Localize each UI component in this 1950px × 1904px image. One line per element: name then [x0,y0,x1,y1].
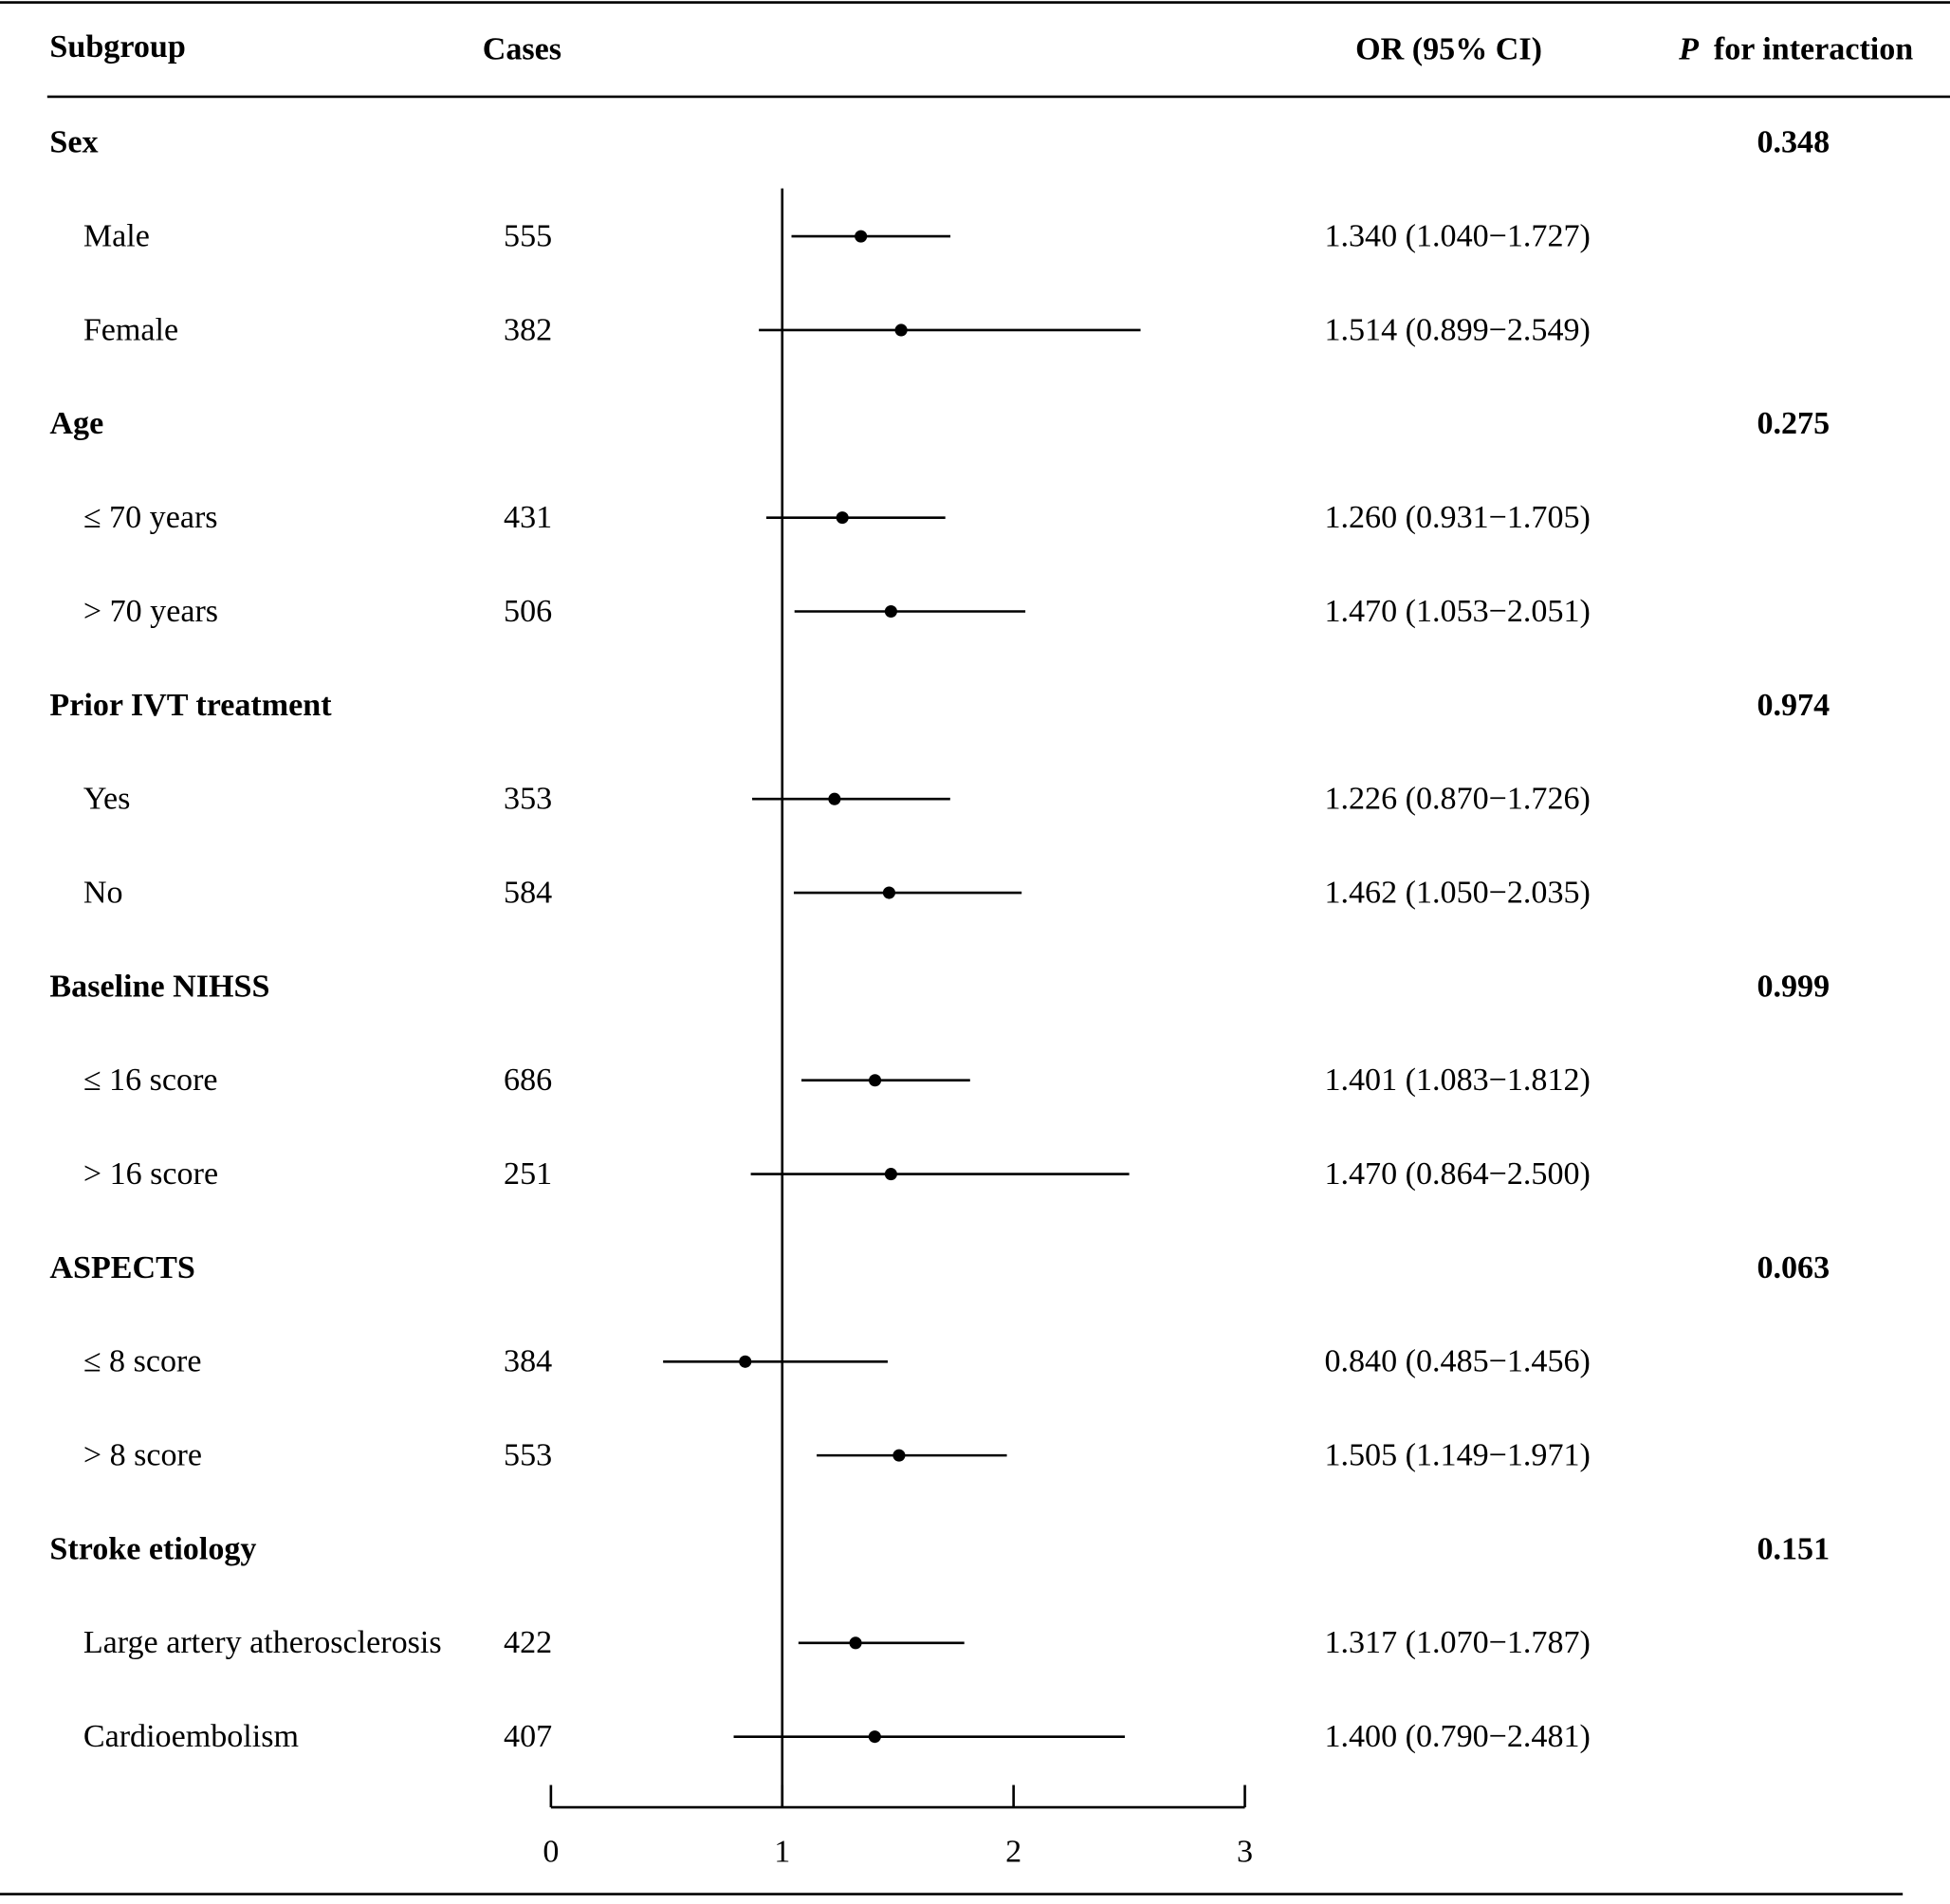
x-tick-label: 0 [543,1835,559,1870]
ci-label: 1.260 (0.931−1.705) [1324,500,1590,535]
ci-label: 1.514 (0.899−2.549) [1324,312,1590,347]
subgroup-label: Yes [83,782,131,817]
cases: 555 [504,219,552,254]
cases: 353 [504,782,552,817]
p-value: 0.275 [1757,406,1830,441]
cases: 382 [504,312,552,347]
group-label: Stroke etiology [49,1531,256,1566]
group-label: Age [49,406,103,441]
subgroup-label: Large artery atherosclerosis [83,1625,442,1660]
header-or: OR (95% CI) [1355,32,1542,67]
ci-label: 0.840 (0.485−1.456) [1324,1344,1590,1379]
subgroup-label: ≤ 70 years [83,500,218,535]
subgroup-label: Cardioembolism [83,1719,299,1754]
point-estimate [849,1636,862,1650]
header-p-symbol: P [1678,32,1699,67]
point-estimate [828,792,841,805]
cases: 384 [504,1344,552,1379]
ci-label: 1.470 (0.864−2.500) [1324,1156,1590,1192]
x-tick-label: 1 [774,1835,790,1870]
header-subgroup: Subgroup [49,29,185,65]
p-value: 0.348 [1757,125,1830,160]
group-label: ASPECTS [49,1250,194,1285]
subgroup-label: ≤ 8 score [83,1344,202,1379]
ci-label: 1.317 (1.070−1.787) [1324,1625,1590,1660]
subgroup-label: > 8 score [83,1438,202,1473]
cases: 422 [504,1625,552,1660]
ci-label: 1.400 (0.790−2.481) [1324,1719,1590,1754]
p-value: 0.151 [1757,1531,1830,1566]
point-estimate [892,1449,906,1462]
subgroup-label: Male [83,219,150,254]
cases: 431 [504,500,552,535]
x-tick-label: 2 [1005,1835,1021,1870]
group-label: Sex [49,125,98,160]
point-estimate [882,886,895,899]
ci-label: 1.462 (1.050−2.035) [1324,876,1590,911]
cases: 553 [504,1438,552,1473]
cases: 686 [504,1063,552,1098]
cases: 407 [504,1719,552,1754]
subgroup-label: > 16 score [83,1156,218,1192]
subgroup-label: > 70 years [83,594,218,629]
point-estimate [868,1730,881,1744]
subgroup-label: ≤ 16 score [83,1063,218,1098]
group-label: Prior IVT treatment [49,688,332,723]
point-estimate [869,1074,882,1087]
p-value: 0.999 [1757,969,1830,1004]
point-estimate [884,1168,897,1181]
ci-label: 1.226 (0.870−1.726) [1324,782,1590,817]
point-estimate [884,604,897,619]
ci-label: 1.401 (1.083−1.812) [1324,1063,1590,1098]
p-value: 0.063 [1757,1250,1830,1285]
subgroup-label: Female [83,312,178,347]
x-tick-label: 3 [1237,1835,1253,1870]
cases: 251 [504,1156,552,1192]
ci-label: 1.505 (1.149−1.971) [1324,1438,1590,1473]
point-estimate [836,511,849,525]
ci-label: 1.340 (1.040−1.727) [1324,219,1590,254]
group-label: Baseline NIHSS [49,969,269,1004]
header-cases: Cases [483,32,561,67]
subgroup-label: No [83,876,123,911]
point-estimate [894,323,908,337]
point-estimate [739,1355,752,1368]
header-p: for interaction [1714,32,1913,67]
p-value: 0.974 [1757,688,1830,723]
cases: 506 [504,594,552,629]
cases: 584 [504,876,552,911]
ci-label: 1.470 (1.053−2.051) [1324,594,1590,629]
point-estimate [855,230,868,243]
